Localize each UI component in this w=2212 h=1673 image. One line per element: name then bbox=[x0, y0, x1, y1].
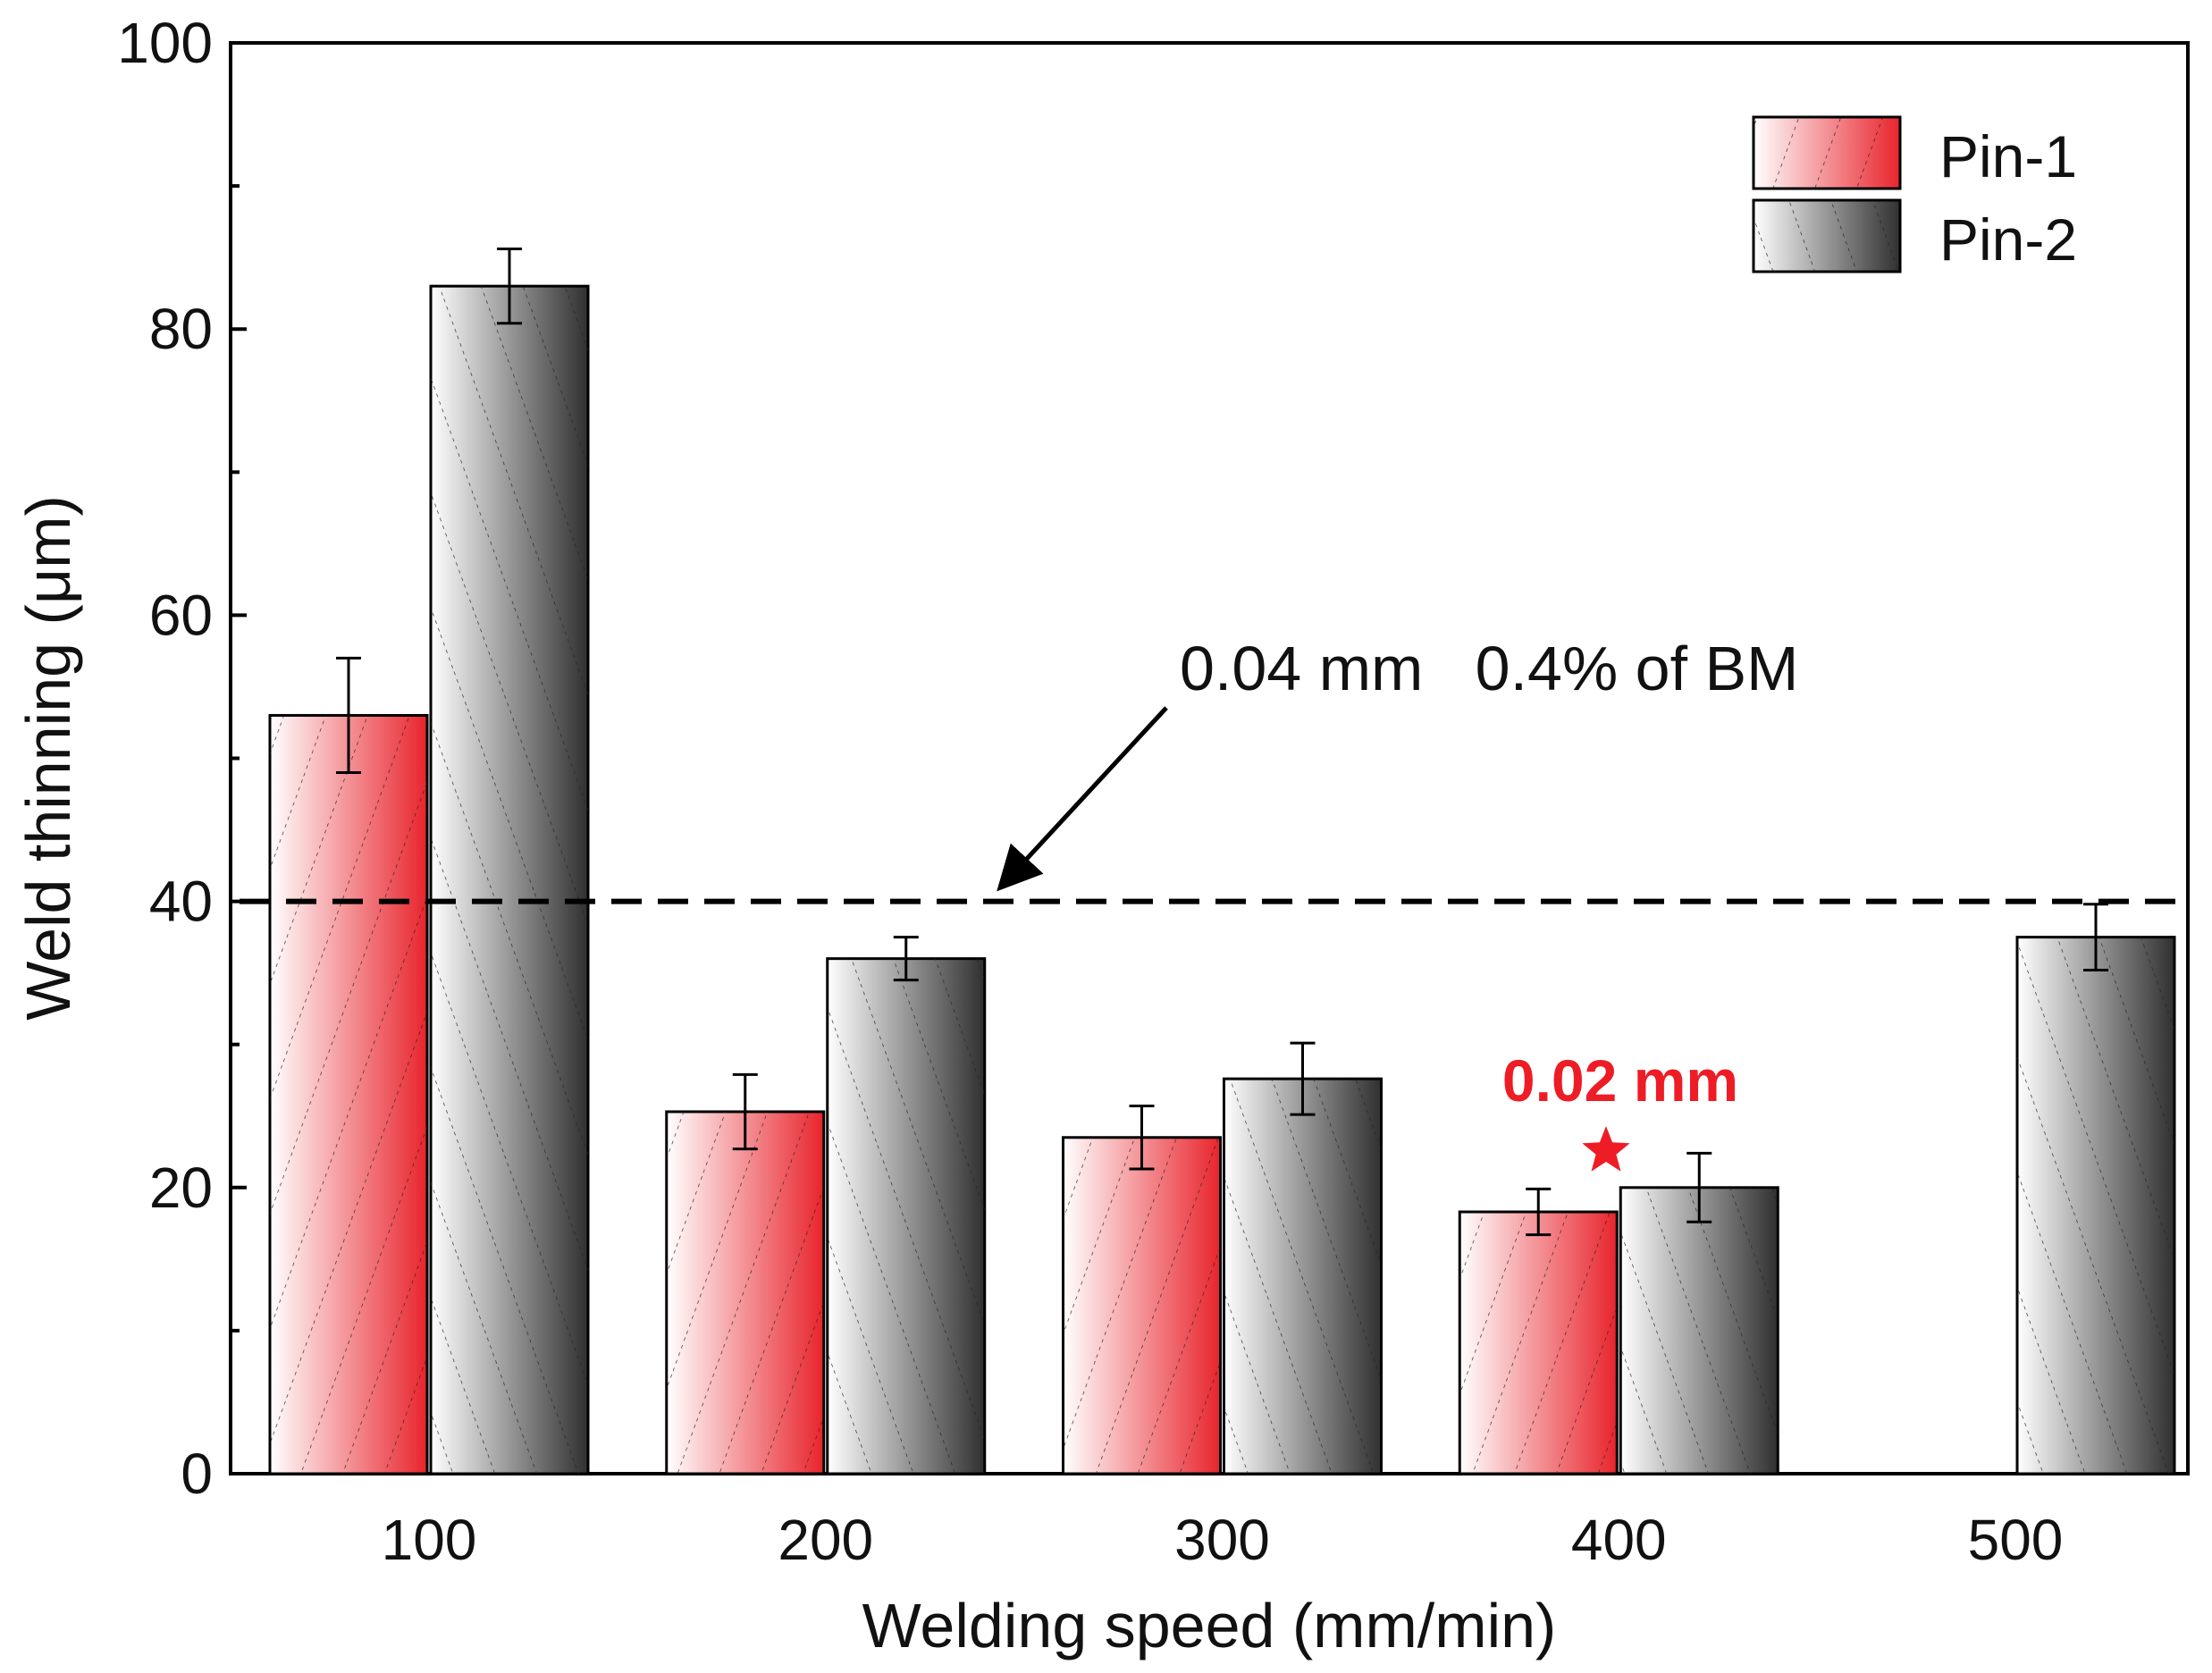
y-tick-label: 40 bbox=[149, 870, 213, 934]
y-tick-label: 0 bbox=[181, 1442, 213, 1506]
x-axis: 100 200 300 400 500 bbox=[382, 1508, 2064, 1572]
x-tick-label: 100 bbox=[382, 1508, 477, 1572]
bar-hatch bbox=[666, 1111, 824, 1474]
bar-hatch bbox=[431, 286, 588, 1474]
reference-arrow bbox=[997, 706, 1168, 892]
legend-swatch-pin-2-hatch bbox=[1754, 200, 1900, 272]
y-axis-title: Weld thinning (μm) bbox=[13, 495, 83, 1021]
legend: Pin-1 Pin-2 bbox=[1752, 115, 2077, 273]
x-axis-title: Welding speed (mm/min) bbox=[862, 1591, 1557, 1660]
x-tick-label: 200 bbox=[778, 1508, 873, 1572]
bar-hatch bbox=[270, 715, 427, 1474]
highlight-star-icon bbox=[1582, 1126, 1630, 1172]
legend-label-pin-1: Pin-1 bbox=[1939, 123, 2077, 189]
legend-swatch-pin-1-hatch bbox=[1754, 117, 1900, 189]
reference-line-label: 0.04 mm 0.4% of BM bbox=[1180, 634, 1798, 703]
x-tick-label: 500 bbox=[1968, 1508, 2064, 1572]
x-tick-label: 300 bbox=[1174, 1508, 1270, 1572]
y-axis: 0 20 40 60 80 100 bbox=[117, 11, 247, 1506]
bar-hatch bbox=[1063, 1137, 1221, 1474]
bars-layer bbox=[268, 248, 2176, 1475]
bar-hatch bbox=[827, 958, 985, 1474]
y-tick-label: 60 bbox=[149, 583, 213, 647]
y-tick-label: 80 bbox=[149, 297, 213, 361]
x-tick-label: 400 bbox=[1571, 1508, 1667, 1572]
y-tick-label: 100 bbox=[117, 11, 213, 75]
bar-hatch bbox=[1224, 1079, 1382, 1474]
bar-hatch bbox=[2017, 937, 2174, 1474]
bar-hatch bbox=[1459, 1212, 1618, 1474]
highlight-annotation-label: 0.02 mm bbox=[1502, 1047, 1738, 1114]
legend-label-pin-2: Pin-2 bbox=[1939, 206, 2077, 273]
bar-hatch bbox=[1620, 1187, 1779, 1474]
y-tick-label: 20 bbox=[149, 1156, 213, 1220]
